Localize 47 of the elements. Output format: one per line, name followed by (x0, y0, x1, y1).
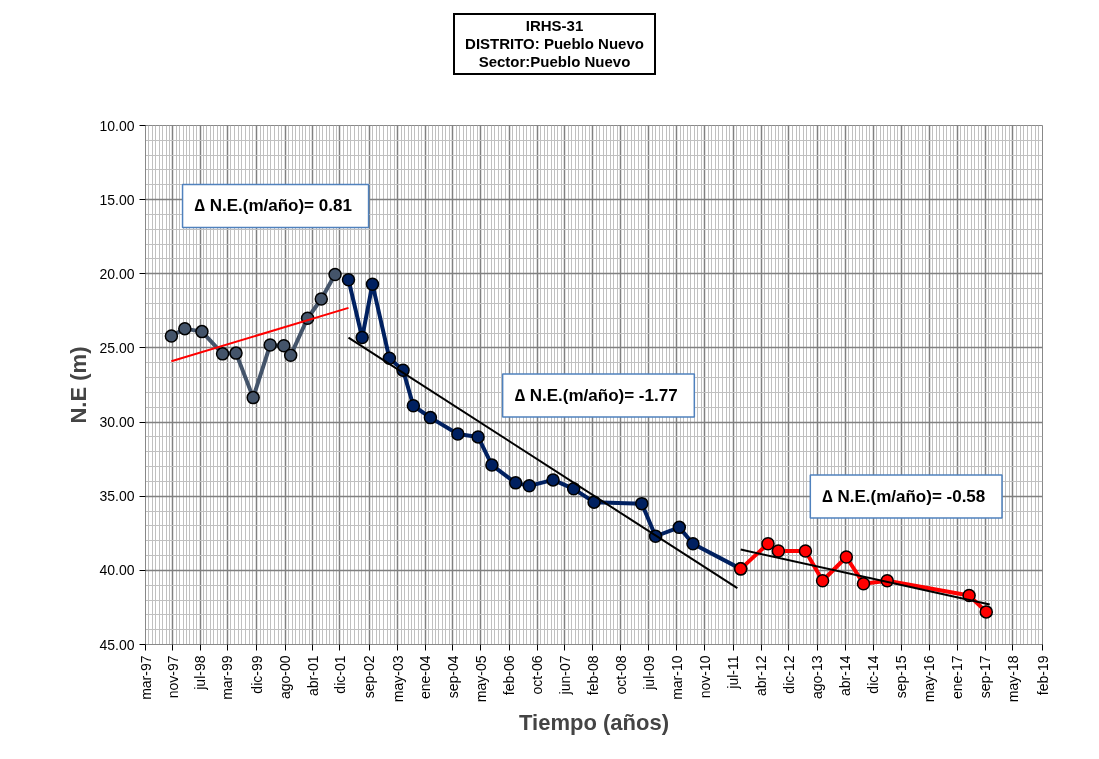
x-tick-label: feb-08 (584, 655, 601, 696)
x-tick-label: oct-06 (529, 655, 546, 695)
x-tick-label: dic-99 (248, 655, 265, 694)
annotation: ∆ N.E.(m/año)= -0.58 (822, 487, 986, 507)
chart-title: IRHS-31 DISTRITO: Pueblo Nuevo Sector:Pueblo Nuevo (453, 13, 656, 75)
x-tick-label: sep-02 (361, 655, 378, 699)
y-tick-label: 30.00 (99, 414, 135, 431)
x-tick-label: abr-01 (304, 655, 321, 696)
x-tick-label: feb-19 (1034, 655, 1051, 696)
x-tick-label: mar-99 (219, 655, 236, 700)
x-tick-label: mar-10 (668, 655, 685, 700)
x-axis-title: Tiempo (años) (519, 710, 669, 736)
x-tick-label: may-03 (389, 655, 406, 703)
x-tick-label: ene-04 (417, 655, 434, 700)
x-tick-label: ene-17 (949, 655, 966, 700)
y-tick-label: 10.00 (99, 117, 135, 134)
x-tick-label: mar-97 (137, 655, 154, 700)
annotation: ∆ N.E.(m/año)= -1.77 (514, 385, 678, 405)
x-tick-label: jul-11 (725, 655, 742, 690)
y-axis-title: N.E (m) (66, 346, 92, 424)
y-tick-label: 40.00 (99, 562, 135, 579)
x-tick-label: jun-07 (556, 655, 573, 696)
x-tick-label: sep-17 (977, 655, 994, 699)
y-tick-label: 15.00 (99, 191, 135, 208)
x-tick-label: abr-12 (753, 655, 770, 696)
x-tick-label: abr-14 (837, 655, 854, 696)
x-tick-label: dic-12 (780, 655, 797, 694)
x-tick-label: nov-97 (164, 655, 181, 699)
x-tick-label: oct-08 (612, 655, 629, 695)
x-tick-label: ago-00 (277, 655, 294, 700)
y-tick-label: 35.00 (99, 488, 135, 505)
x-tick-label: nov-10 (696, 655, 713, 699)
x-tick-label: may-18 (1004, 655, 1021, 703)
x-tick-label: sep-04 (444, 655, 461, 699)
annotation: ∆ N.E.(m/año)= 0.81 (194, 196, 352, 216)
x-tick-label: dic-14 (865, 655, 881, 694)
x-tick-label: sep-15 (893, 655, 910, 699)
x-tick-label: ago-13 (809, 655, 826, 700)
x-tick-label: feb-06 (501, 655, 518, 696)
x-tick-label: dic-01 (331, 655, 348, 694)
x-tick-label: may-05 (472, 655, 489, 703)
y-tick-label: 25.00 (99, 339, 135, 356)
x-tick-label: jul-98 (192, 655, 209, 691)
x-tick-label: jul-09 (640, 655, 657, 691)
x-tick-label: may-16 (921, 655, 938, 703)
y-tick-label: 45.00 (99, 636, 135, 653)
y-tick-label: 20.00 (99, 265, 135, 282)
